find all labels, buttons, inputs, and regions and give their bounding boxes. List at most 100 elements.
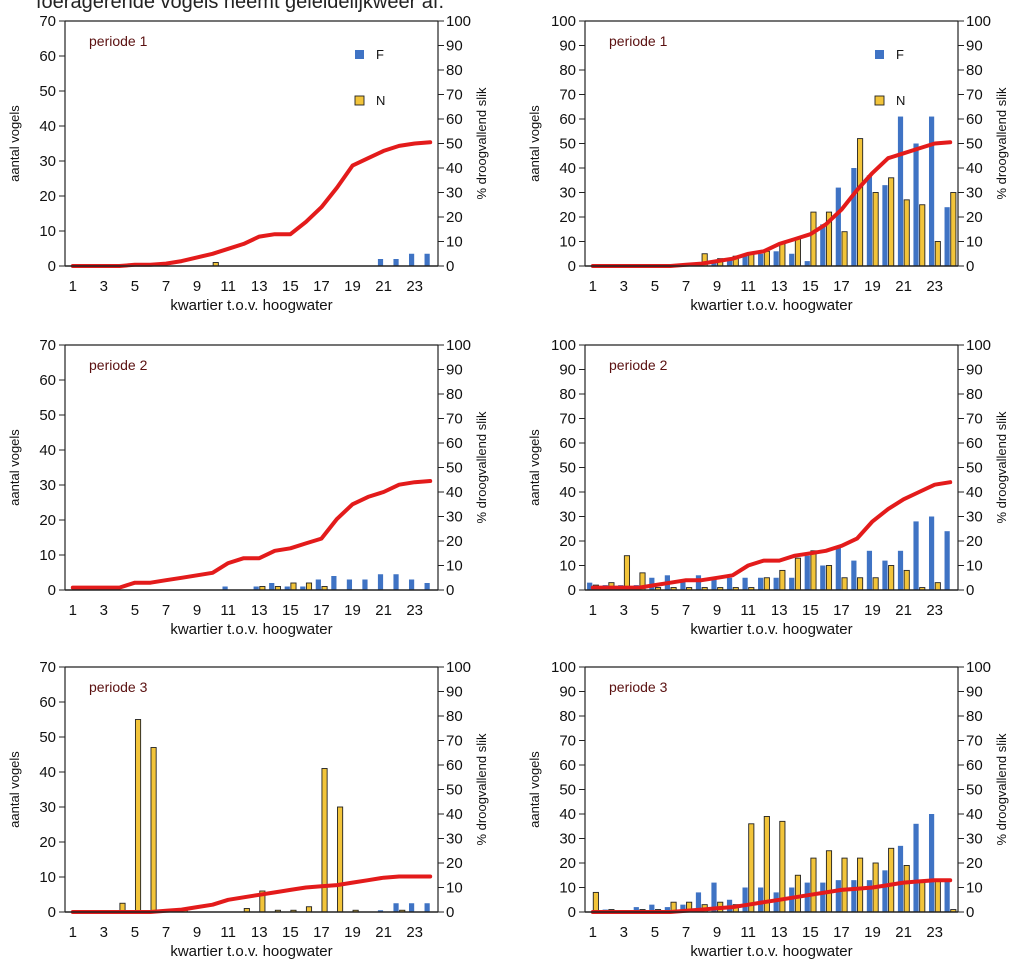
y-tick-label: 30 (559, 831, 576, 848)
y2-tick-label: 40 (966, 160, 983, 177)
y2-tick-label: 30 (966, 185, 983, 202)
y-axis-title: aantal vogels (527, 751, 542, 828)
x-tick-label: 1 (69, 278, 77, 295)
y2-tick-label: 50 (966, 782, 983, 799)
bar-F (820, 882, 826, 912)
x-tick-label: 15 (282, 278, 299, 295)
x-tick-label: 13 (771, 924, 788, 941)
bar-N (888, 177, 895, 267)
x-tick-label: 1 (589, 924, 597, 941)
y-tick-label: 40 (559, 484, 576, 501)
y-tick-label: 20 (39, 834, 56, 851)
y2-tick-label: 30 (966, 509, 983, 526)
y2-tick-label: 20 (966, 533, 983, 550)
bar-N (134, 719, 142, 913)
x-tick-label: 23 (926, 602, 943, 619)
bar-N (903, 199, 910, 267)
y2-tick-label: 100 (966, 13, 991, 30)
x-tick-label: 3 (620, 278, 628, 295)
x-tick-label: 7 (162, 602, 170, 619)
y2-tick-label: 100 (446, 13, 471, 30)
bar-F (726, 258, 733, 266)
bar-F (866, 550, 873, 590)
bar-N (810, 857, 817, 913)
y2-tick-label: 70 (446, 733, 463, 750)
x-tick-label: 11 (220, 924, 236, 941)
y-tick-label: 60 (559, 111, 576, 128)
x-tick-label: 19 (864, 602, 881, 619)
bar-N (150, 747, 157, 913)
y-tick-label: 10 (39, 547, 56, 564)
y2-tick-label: 50 (966, 460, 983, 477)
x-tick-label: 13 (251, 924, 268, 941)
bar-F (331, 576, 337, 590)
y-tick-label: 90 (559, 684, 576, 701)
x-tick-label: 1 (69, 602, 77, 619)
y-tick-label: 50 (39, 407, 56, 424)
legend-label-N: N (376, 93, 385, 108)
y2-tick-label: 0 (966, 258, 974, 275)
y2-tick-label: 20 (446, 209, 463, 226)
y2-tick-label: 30 (446, 185, 463, 202)
bar-F (835, 880, 841, 912)
line-droogvallend-slik (590, 878, 953, 914)
y-tick-label: 10 (559, 234, 576, 251)
period-label: periode 1 (609, 33, 668, 49)
x-tick-label: 9 (713, 602, 721, 619)
y2-axis-title: % droogvallend slik (474, 411, 489, 524)
bar-F (773, 577, 779, 590)
bar-F (804, 261, 810, 266)
x-tick-label: 5 (131, 602, 139, 619)
x-tick-label: 15 (802, 602, 819, 619)
y2-tick-label: 90 (446, 362, 463, 379)
x-tick-label: 23 (406, 602, 423, 619)
y2-tick-label: 10 (966, 558, 983, 575)
bar-F (820, 224, 826, 266)
y-tick-label: 40 (39, 764, 56, 781)
bar-F (680, 580, 686, 590)
bar-F (377, 574, 384, 590)
bar-N (779, 569, 786, 591)
bar-F (408, 579, 415, 590)
y-tick-label: 100 (551, 13, 576, 30)
y2-tick-label: 80 (446, 708, 463, 725)
y-tick-label: 60 (559, 435, 576, 452)
bar-F (649, 904, 655, 912)
y-tick-label: 0 (48, 904, 56, 921)
y2-tick-label: 20 (966, 209, 983, 226)
x-tick-label: 9 (193, 602, 201, 619)
x-tick-label: 11 (740, 924, 756, 941)
bar-F (315, 579, 321, 590)
bar-F (393, 259, 399, 266)
bar-N (748, 823, 755, 913)
line-droogvallend-slik (70, 479, 433, 590)
y2-axis-title: % droogvallend slik (474, 87, 489, 200)
y-tick-label: 30 (559, 185, 576, 202)
x-tick-label: 21 (375, 278, 392, 295)
y-tick-label: 40 (39, 118, 56, 135)
x-tick-label: 7 (682, 602, 690, 619)
bar-F (758, 253, 764, 266)
x-tick-label: 17 (833, 924, 850, 941)
y-tick-label: 70 (39, 13, 56, 30)
bar-F (851, 880, 857, 912)
x-tick-label: 15 (802, 924, 819, 941)
bar-N (950, 192, 957, 267)
y2-tick-label: 80 (966, 386, 983, 403)
chart-period3-right: 0 10 20 30 40 50 60 70 80 90 100 0 10 20 30 40 50 60 70 80 9… (527, 659, 1009, 960)
x-tick-label: 5 (651, 924, 659, 941)
y2-tick-label: 30 (966, 831, 983, 848)
bar-F (928, 116, 935, 266)
y-tick-label: 60 (39, 48, 56, 65)
y-tick-label: 10 (559, 880, 576, 897)
bar-N (290, 582, 297, 591)
bar-F (944, 207, 950, 266)
y2-tick-label: 100 (966, 337, 991, 354)
bar-F (835, 187, 841, 266)
y2-tick-label: 0 (446, 904, 454, 921)
y2-tick-label: 60 (446, 757, 463, 774)
bar-N (810, 550, 817, 591)
y-tick-label: 50 (559, 782, 576, 799)
